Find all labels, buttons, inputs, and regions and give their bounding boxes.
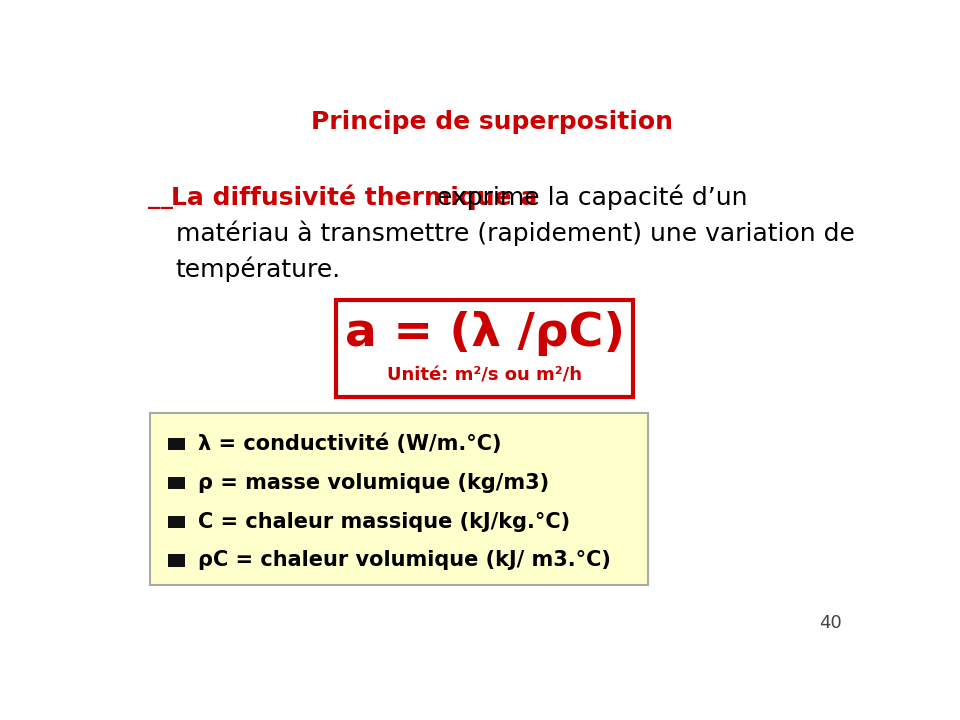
Text: ρC = chaleur volumique (kJ/ m3.°C): ρC = chaleur volumique (kJ/ m3.°C) [198,550,611,570]
Text: 40: 40 [819,614,842,632]
Text: La diffusivité thermique a: La diffusivité thermique a [171,184,537,210]
FancyBboxPatch shape [150,413,648,585]
FancyBboxPatch shape [168,477,184,489]
Text: matériau à transmettre (rapidement) une variation de: matériau à transmettre (rapidement) une … [176,220,854,246]
FancyBboxPatch shape [168,438,184,450]
FancyBboxPatch shape [168,554,184,567]
Text: ρ = masse volumique (kg/m3): ρ = masse volumique (kg/m3) [198,473,549,492]
Text: C = chaleur massique (kJ/kg.°C): C = chaleur massique (kJ/kg.°C) [198,512,570,531]
Text: Unité: m²/s ou m²/h: Unité: m²/s ou m²/h [387,366,582,384]
Text: __: __ [148,185,173,210]
FancyBboxPatch shape [168,516,184,528]
FancyBboxPatch shape [336,300,634,397]
Text: a = (λ /ρC): a = (λ /ρC) [345,311,625,356]
Text: λ = conductivité (W/m.°C): λ = conductivité (W/m.°C) [198,433,502,454]
Text: exprime la capacité d’un: exprime la capacité d’un [429,184,747,210]
Text: température.: température. [176,256,341,282]
Text: Principe de superposition: Principe de superposition [311,110,673,135]
